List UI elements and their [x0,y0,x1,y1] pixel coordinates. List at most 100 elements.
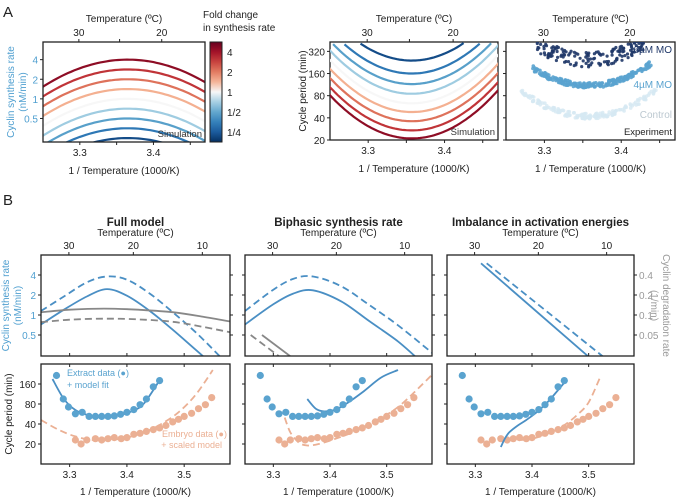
b3-right-ylabel-line2: (1/min) [648,290,659,321]
colorbar-tick-label: 2 [227,68,233,79]
a1-top-tick-label: 20 [156,28,168,39]
panel-label-b: B [3,192,13,209]
a3-data-point [640,68,644,72]
a3-data-point [642,97,646,102]
b2-extract-data-point [307,412,315,420]
b3-embryo-data-point [497,435,505,443]
a3-data-point [612,61,616,65]
b3-extract-data-point [458,371,466,380]
a2-series-line [332,42,492,86]
b1-legend-extract-line2: + model fit [67,380,109,390]
a2-curves [330,42,498,140]
a3-data-point [625,52,630,56]
a1-frame [42,41,206,143]
b2-embryo-data-point [301,436,309,444]
b2-embryo-data-point [275,436,283,444]
a1-x-tick-label: 3.4 [147,148,161,159]
a3-data-point [625,77,629,82]
b1-gray-solid-line [41,307,230,323]
b1-legend-embryo-line1: Embryo data (●) [162,429,227,439]
a3-data-point [629,43,634,48]
b2-embryo-data-point [345,427,353,435]
b3-embryo-data-point [560,424,568,432]
a1-series-line [43,58,205,88]
b2-extract-data-point [339,401,347,409]
a3-frame [505,41,676,141]
b3-embryo-data-point [606,401,614,409]
a3-data-point [591,57,596,61]
b1-top-tick-label: 20 [128,241,140,252]
b1-embryo-data-point [91,435,99,443]
b3-embryo-data-point [573,418,581,426]
b2-extract-data-point [256,371,264,380]
b1-embryo-data-point [201,401,209,409]
b2-embryo-data-point [397,405,405,413]
b2-bottom-frame [244,363,433,465]
a3-data-point [620,107,625,112]
b1-top-ylabel-line2: (nM/min) [13,286,24,325]
a3-data-point [630,72,634,77]
b1-bottom-y-tick-label: 160 [19,380,36,391]
a3-data-point [641,39,644,42]
a1-series-line [64,127,191,142]
a3-data-point [560,81,565,86]
a3-data-point [646,93,651,97]
b3-right-y-tick-label: 0.2 [639,291,653,302]
b3-blue-dashed-line [486,262,604,356]
b3-top-tick-label: 10 [601,241,613,252]
a2-x-tick-label: 3.3 [361,146,375,157]
colorbar-title-line2: in synthesis rate [203,23,276,34]
a2-ylabel: Cycle period (min) [298,50,309,131]
b2-x-tick-label: 3.5 [380,470,394,481]
a3-x-tick-label: 3.4 [614,146,628,157]
a1-series-line [43,97,205,128]
b1-legend-embryo-line2: + scaled model [161,440,222,450]
b3-embryo-data-point [599,405,607,413]
b2-extract-data-point [358,377,366,385]
b3-right-y-tick-label: 0.4 [639,271,653,282]
a1-series-line [91,137,165,142]
a1-series-line [43,107,205,137]
a3-data-point [617,49,621,53]
b2-embryo-data-point [383,412,391,420]
a3-data-point [553,76,557,80]
a1-y-tick-label: 1 [32,95,38,106]
b3-embryo-data-point [522,435,530,443]
a3-data-point [564,83,568,87]
a1-ylabel: Cyclin synthesis rate (nM/min) [6,46,29,138]
a2-top-tick-label: 30 [362,28,374,39]
b2-extract-data-point [320,410,328,418]
panel-label-a: A [3,4,13,21]
b1-extract-data-point [52,371,61,380]
a3-data-point [578,81,582,85]
a2-series-line [330,88,498,140]
a3-data-point [594,116,598,121]
a3-data-point [561,55,565,59]
a3-data-point [538,68,542,73]
b1-embryo-data-point [123,434,131,442]
b1-legend-extract-line1: Extract data (●) [67,368,129,378]
a2-y-tick-label: 20 [314,136,326,147]
a3-data-point [610,53,614,57]
colorbar [209,41,223,143]
a2-top-tick-label: 20 [448,28,460,39]
a3-data-point [646,66,650,70]
a3-points [519,39,658,121]
b1-embryo-data-point [142,427,150,435]
a3-data-point [618,77,623,82]
a3-data-point [613,109,618,113]
a1-y-tick-label: 2 [32,75,38,86]
a3-data-point [584,55,588,59]
b3-embryo-data-point [535,430,543,438]
b1-extract-data-point [78,408,86,416]
a3-data-point [610,49,614,53]
a3-data-point [592,85,597,89]
a3-data-point [555,49,559,54]
b3-embryo-data-point [509,435,517,443]
b1-embryo-data-point [180,412,188,420]
b3-extract-data-point [491,412,499,420]
b2-embryo-data-point [390,409,398,417]
a3-data-point [578,56,582,60]
b1-bottom-ylabel-text: Cycle period (min) [4,373,15,454]
